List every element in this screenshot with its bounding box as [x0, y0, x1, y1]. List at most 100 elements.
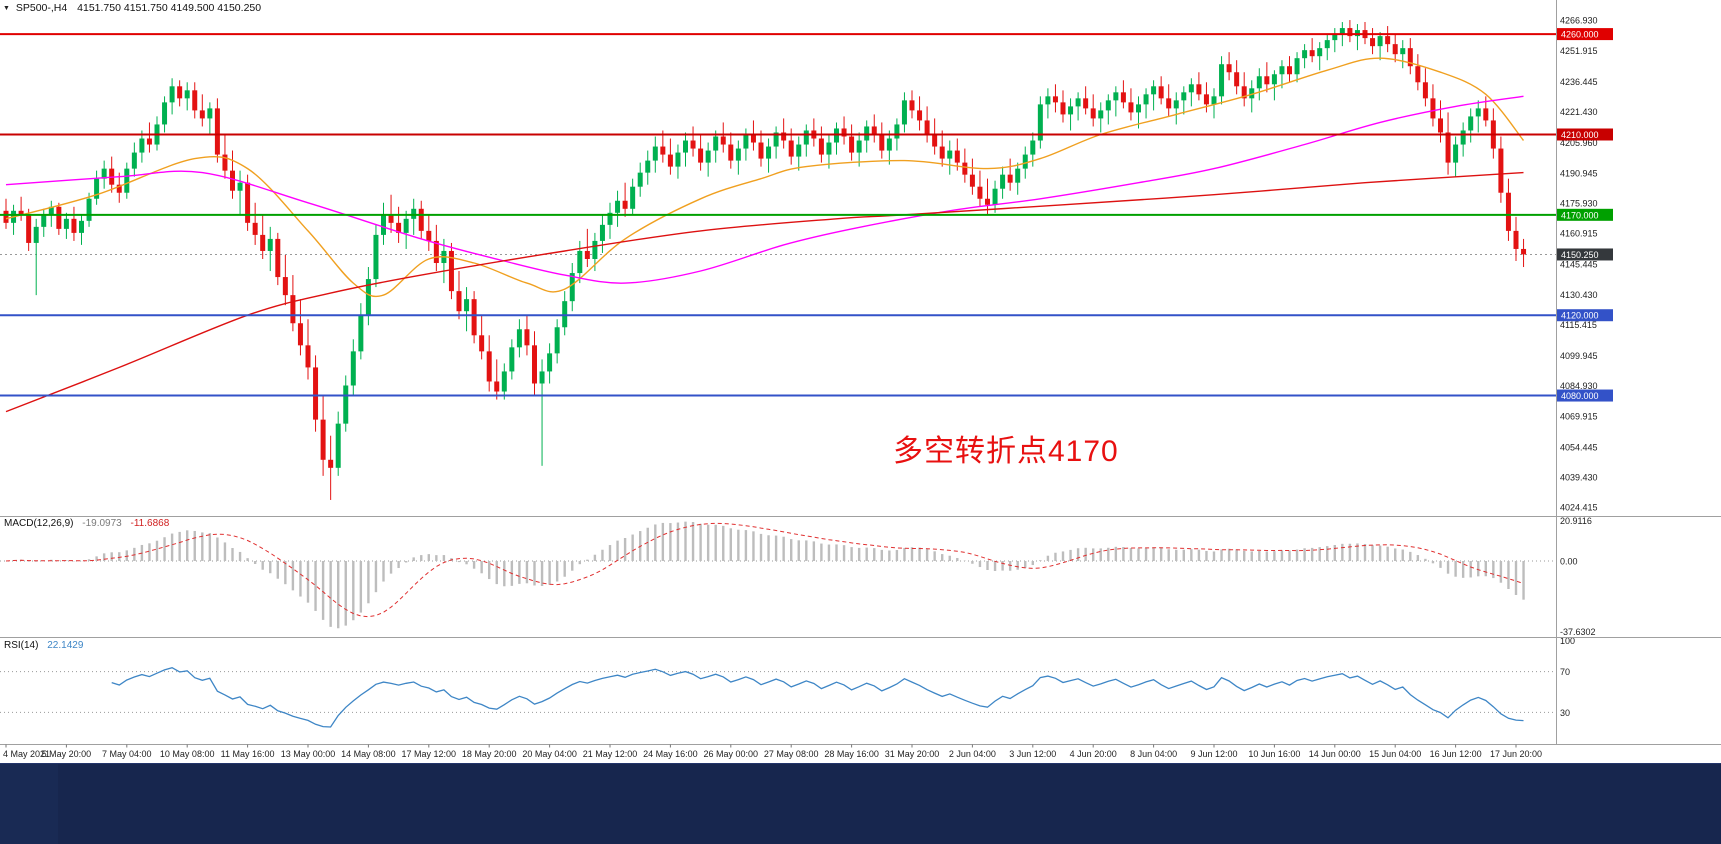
- time-axis-label[interactable]: 4 May 2021: [3, 749, 50, 759]
- price-axis-label: 4221.430: [1560, 107, 1598, 117]
- candle-body: [433, 240, 439, 264]
- candle-body: [509, 347, 515, 372]
- candle-body: [1445, 132, 1451, 163]
- candle-body: [683, 140, 688, 153]
- price-axis-label: 4251.915: [1560, 46, 1598, 56]
- candles-layer: [3, 20, 1527, 500]
- time-axis-label[interactable]: 3 Jun 12:00: [1009, 749, 1056, 759]
- time-axis-label[interactable]: 17 Jun 20:00: [1490, 749, 1542, 759]
- time-axis-label[interactable]: 28 May 16:00: [824, 749, 879, 759]
- candle-body: [667, 154, 673, 167]
- candle-body: [1422, 82, 1428, 99]
- candle-body: [758, 142, 764, 159]
- time-axis-label[interactable]: 4 Jun 20:00: [1070, 749, 1117, 759]
- ma-fast-line: [5, 57, 1525, 298]
- candle-body: [56, 206, 62, 229]
- macd-indicator-label: MACD(12,26,9) -19.0973 -11.6868: [4, 518, 169, 529]
- price-axis-label: 4160.915: [1560, 229, 1598, 239]
- candle-body: [856, 140, 862, 153]
- rsi-name: RSI(14): [4, 640, 39, 651]
- candle-body: [252, 222, 258, 235]
- time-axis-label[interactable]: 5 May 20:00: [42, 749, 92, 759]
- candle-body: [532, 345, 537, 384]
- candle-body: [1400, 48, 1406, 55]
- time-axis-label[interactable]: 2 Jun 04:00: [949, 749, 996, 759]
- chart-canvas[interactable]: 4266.930 4251.915 4236.445 4221.430 4205.960…: [0, 0, 1721, 763]
- rsi-indicator-label: RSI(14) 22.1429: [4, 640, 83, 651]
- candle-body: [350, 351, 356, 386]
- time-axis-label[interactable]: 21 May 12:00: [583, 749, 638, 759]
- candle-body: [645, 160, 651, 173]
- time-axis-label[interactable]: 9 Jun 12:00: [1190, 749, 1237, 759]
- candle-body: [282, 277, 288, 296]
- time-axis-label[interactable]: 8 Jun 04:00: [1130, 749, 1177, 759]
- price-badge-label: 4210.000: [1561, 130, 1599, 140]
- candle-body: [1475, 108, 1481, 117]
- candle-body: [713, 136, 719, 151]
- candle-body: [1030, 140, 1036, 155]
- candle-body: [1241, 86, 1247, 99]
- chart-menu-icon[interactable]: ▼: [3, 5, 10, 12]
- candle-body: [1015, 168, 1021, 183]
- candle-body: [305, 345, 311, 368]
- candle-body: [750, 134, 756, 143]
- time-axis-label[interactable]: 18 May 20:00: [462, 749, 517, 759]
- candle-body: [720, 136, 726, 145]
- time-axis-label[interactable]: 14 Jun 00:00: [1309, 749, 1361, 759]
- candle-body: [894, 124, 900, 139]
- candle-body: [245, 182, 251, 223]
- candle-body: [297, 323, 303, 346]
- candle-body: [939, 146, 945, 159]
- start-button[interactable]: [0, 764, 58, 844]
- candle-body: [766, 146, 772, 159]
- time-axis-label[interactable]: 13 May 00:00: [281, 749, 336, 759]
- candle-body: [1453, 144, 1459, 163]
- candle-body: [879, 134, 885, 151]
- price-badge-label: 4120.000: [1561, 311, 1599, 321]
- candle-body: [169, 86, 175, 103]
- price-badge-label: 4170.000: [1561, 210, 1599, 220]
- candle-body: [365, 279, 371, 316]
- time-axis-label[interactable]: 20 May 04:00: [522, 749, 577, 759]
- time-axis-label[interactable]: 14 May 08:00: [341, 749, 396, 759]
- candle-body: [1438, 118, 1443, 133]
- candle-body: [79, 220, 84, 233]
- candle-body: [1022, 154, 1028, 169]
- candle-body: [1256, 76, 1262, 89]
- time-axis-label[interactable]: 7 May 04:00: [102, 749, 152, 759]
- candle-body: [947, 150, 953, 159]
- time-axis-label[interactable]: 10 Jun 16:00: [1248, 749, 1300, 759]
- taskbar[interactable]: [0, 763, 1721, 844]
- candle-body: [86, 198, 92, 221]
- candle-body: [464, 299, 470, 312]
- candle-body: [826, 142, 832, 155]
- time-axis-label[interactable]: 10 May 08:00: [160, 749, 215, 759]
- candle-body: [1513, 230, 1519, 249]
- candle-body: [260, 234, 266, 251]
- time-axis-label[interactable]: 11 May 16:00: [221, 749, 275, 759]
- candle-body: [1045, 96, 1051, 105]
- candle-body: [199, 110, 205, 119]
- candle-body: [381, 214, 386, 235]
- candle-body: [1309, 50, 1315, 57]
- chart-annotation[interactable]: 多空转折点4170: [893, 435, 1119, 468]
- time-axis-label[interactable]: 24 May 16:00: [643, 749, 698, 759]
- candle-body: [214, 108, 220, 155]
- candle-body: [569, 273, 575, 302]
- time-axis-label[interactable]: 31 May 20:00: [885, 749, 940, 759]
- candle-body: [1430, 98, 1436, 119]
- time-axis-label[interactable]: 27 May 08:00: [764, 749, 819, 759]
- time-axis-label[interactable]: 15 Jun 04:00: [1369, 749, 1421, 759]
- time-axis-label[interactable]: 26 May 00:00: [704, 749, 759, 759]
- candle-body: [1294, 58, 1300, 75]
- candle-body: [1219, 64, 1225, 97]
- candle-body: [818, 138, 824, 155]
- candle-body: [743, 134, 749, 149]
- candle-body: [1203, 94, 1209, 105]
- candle-body: [864, 126, 870, 141]
- time-axis-label[interactable]: 17 May 12:00: [402, 749, 457, 759]
- candle-body: [1407, 48, 1413, 67]
- time-axis-label[interactable]: 16 Jun 12:00: [1430, 749, 1482, 759]
- candle-body: [1113, 92, 1119, 101]
